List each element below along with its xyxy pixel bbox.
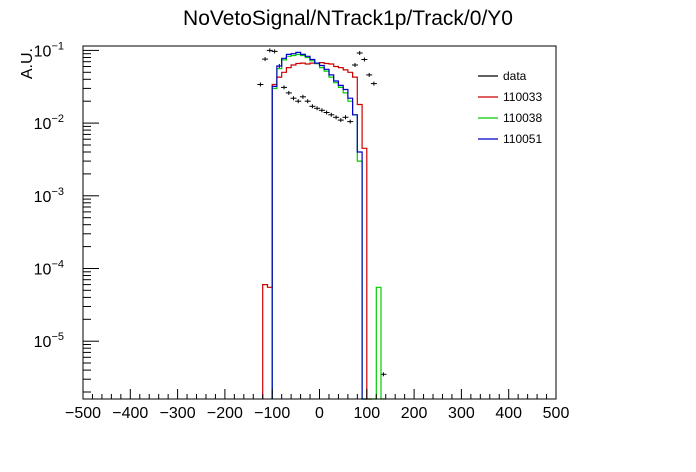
data-point	[271, 49, 278, 54]
series-line-110051	[271, 51, 367, 400]
legend-item-110051: 110051	[478, 132, 542, 146]
data-point	[347, 119, 354, 124]
data-point	[352, 63, 358, 67]
data-point	[295, 99, 302, 104]
series-110051	[271, 51, 367, 400]
x-tick-label: 200	[401, 405, 428, 422]
series-layer	[257, 48, 387, 400]
data-point	[314, 106, 321, 111]
plot-frame	[82, 45, 557, 400]
series-110038	[271, 53, 386, 400]
data-point	[262, 57, 269, 62]
x-tick-label: 500	[543, 405, 570, 422]
data-point	[309, 104, 316, 109]
y-tick-label: 10−5	[34, 331, 64, 351]
x-tick-label: 400	[495, 405, 522, 422]
data-point	[266, 48, 273, 53]
data-point	[328, 112, 335, 117]
data-point	[290, 96, 297, 101]
x-axis: −500 −400 −300 −200 −100 0 100 200 300 400 500	[65, 389, 569, 422]
y-axis-label: A.U.	[19, 48, 36, 79]
series-line-110038	[271, 53, 386, 400]
legend-label: data	[503, 69, 527, 83]
data-point	[285, 90, 292, 95]
x-tick-label: 0	[315, 405, 324, 422]
x-tick-label: −200	[207, 405, 243, 422]
legend-label: 110051	[503, 132, 542, 146]
legend-item-110038: 110038	[478, 111, 542, 125]
x-tick-label: −100	[254, 405, 290, 422]
x-tick-label: −300	[160, 405, 196, 422]
data-point	[342, 115, 349, 120]
y-tick-label: 10−3	[34, 186, 64, 206]
data-point	[366, 72, 373, 77]
series-line-110033	[262, 62, 372, 400]
legend-item-110033: 110033	[478, 90, 542, 104]
data-point	[323, 110, 330, 115]
y-axis: 10−5 10−4 10−3 10−2 10−1	[34, 40, 99, 393]
axes-frame	[82, 45, 557, 400]
data-point	[318, 108, 325, 113]
data-point	[304, 99, 311, 104]
chart-title: NoVetoSignal/NTrack1p/Track/0/Y0	[183, 7, 513, 30]
legend: data 110033 110038 110051	[478, 69, 542, 146]
legend-label: 110038	[503, 111, 542, 125]
series-110033	[262, 62, 372, 400]
y-tick-label: 10−4	[34, 259, 64, 279]
data-point	[281, 85, 287, 90]
data-point	[337, 118, 344, 123]
x-tick-label: 300	[448, 405, 475, 422]
y-tick-label: 10−2	[34, 113, 64, 133]
x-tick-label: −400	[112, 405, 148, 422]
data-point	[333, 115, 340, 120]
data-point	[361, 57, 368, 62]
data-point	[356, 51, 363, 55]
x-tick-label: 100	[353, 405, 380, 422]
data-point	[370, 81, 377, 86]
legend-item-data: data	[478, 69, 527, 83]
y-tick-label: 10−1	[34, 40, 64, 60]
legend-label: 110033	[503, 90, 542, 104]
data-point	[257, 82, 264, 87]
data-point	[299, 94, 306, 99]
x-tick-label: −500	[65, 405, 101, 422]
